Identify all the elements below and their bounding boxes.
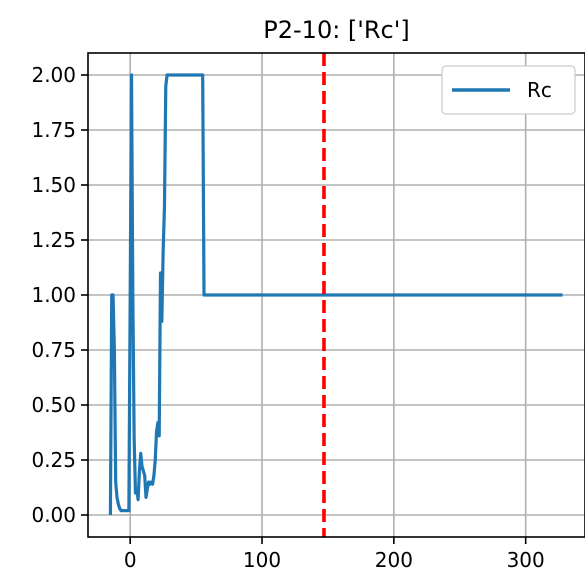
y-tick-label: 1.50 bbox=[31, 173, 76, 197]
y-tick-label: 1.00 bbox=[31, 283, 76, 307]
legend: Rc bbox=[441, 65, 576, 115]
y-tick-label: 0.75 bbox=[31, 338, 76, 362]
y-tick-label: 0.00 bbox=[31, 503, 76, 527]
series-line-rc bbox=[108, 73, 563, 516]
x-tick-label: 200 bbox=[375, 548, 413, 572]
legend-label: Rc bbox=[527, 78, 552, 102]
y-tick-label: 0.25 bbox=[31, 448, 76, 472]
y-axis: 0.00 0.25 0.50 0.75 1.00 1.25 1.50 1.75 2.00 bbox=[31, 63, 88, 527]
y-tick-label: 2.00 bbox=[31, 63, 76, 87]
x-tick-label: 100 bbox=[243, 548, 281, 572]
y-tick-label: 1.25 bbox=[31, 228, 76, 252]
chart-title: P2-10: ['Rc'] bbox=[263, 16, 409, 44]
y-tick-label: 1.75 bbox=[31, 118, 76, 142]
y-tick-label: 0.50 bbox=[31, 393, 76, 417]
x-tick-label: 0 bbox=[124, 548, 137, 572]
series-layer bbox=[108, 73, 563, 516]
x-axis: 0 100 200 300 bbox=[124, 537, 545, 572]
x-tick-label: 300 bbox=[507, 548, 545, 572]
